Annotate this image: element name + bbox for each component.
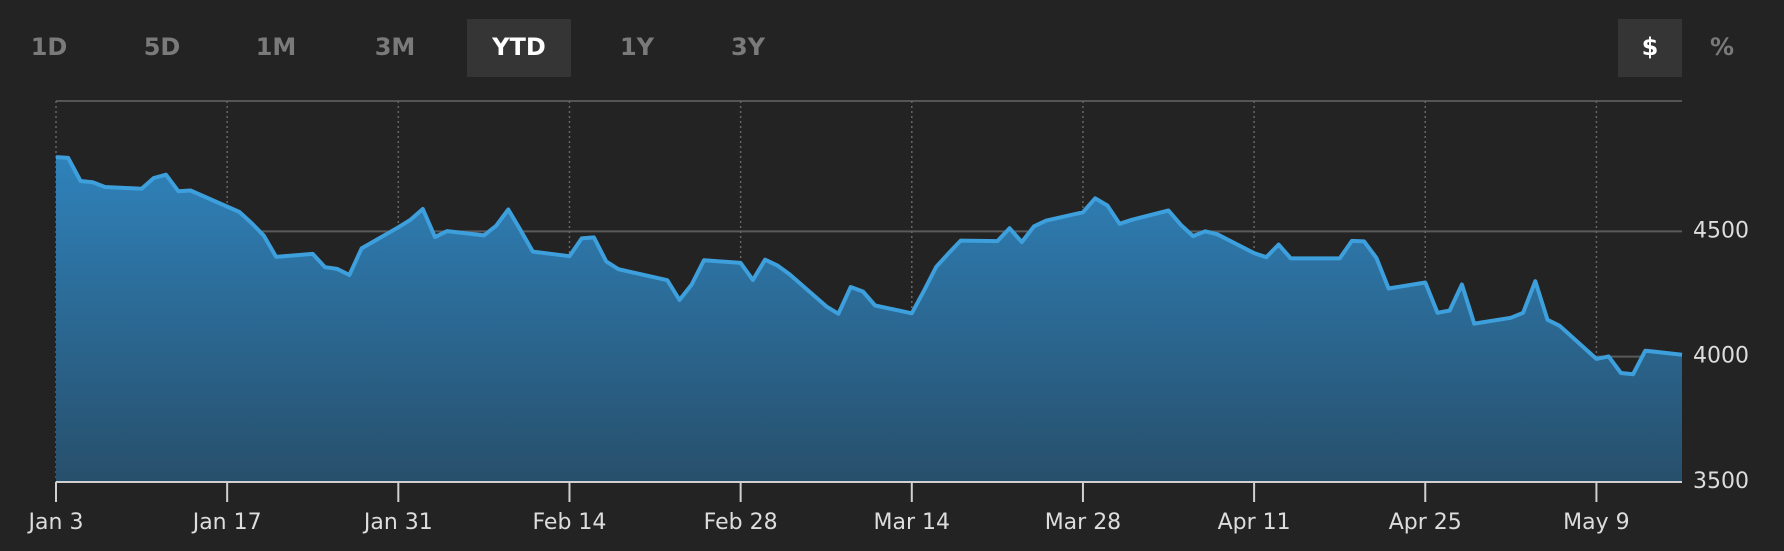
range-button-bg [467,19,571,77]
x-tick-label: Mar 28 [1045,510,1122,535]
range-button[interactable]: 1Y [620,33,655,61]
range-button[interactable]: 1D [31,33,68,61]
unit-button[interactable]: $ [1642,33,1659,61]
x-tick-label: Jan 3 [27,510,84,535]
area [56,157,1682,482]
range-button[interactable]: 1M [256,33,297,61]
x-tick-label: May 9 [1563,510,1629,535]
x-tick-label: Jan 31 [362,510,433,535]
unit-button[interactable]: % [1710,33,1734,61]
x-tick-label: Jan 17 [191,510,262,535]
price-line [55,155,1683,377]
range-button[interactable]: YTD [491,33,546,61]
y-tick-label: 3500 [1693,469,1749,494]
x-tick-label: Feb 14 [532,510,606,535]
range-button[interactable]: 3Y [731,33,766,61]
x-tick-label: Apr 11 [1218,510,1291,535]
range-button[interactable]: 5D [144,33,181,61]
range-button[interactable]: 3M [375,33,416,61]
x-tick-label: Feb 28 [704,510,778,535]
x-tick-label: Apr 25 [1389,510,1462,535]
y-tick-label: 4500 [1693,218,1749,243]
y-tick-label: 4000 [1693,344,1749,369]
unit-button-bg [1618,19,1682,77]
x-tick-label: Mar 14 [874,510,951,535]
